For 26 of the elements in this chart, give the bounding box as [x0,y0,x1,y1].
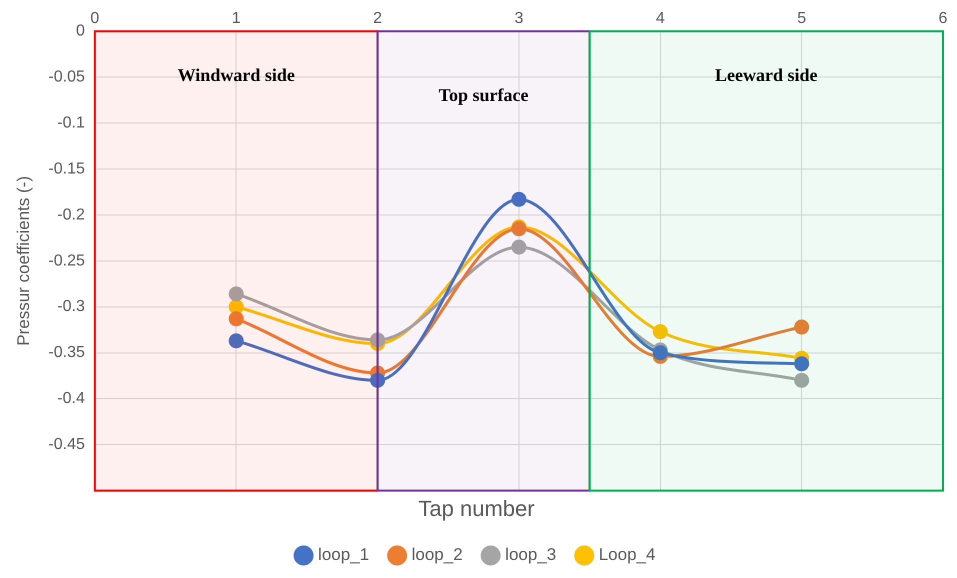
y-axis-title: Pressur coefficients (-) [14,176,33,346]
y-tick-label: -0.05 [48,68,85,86]
y-tick-label: -0.3 [57,298,85,316]
x-tick-label: 3 [514,10,524,28]
band-label: Leeward side [715,64,818,85]
y-tick-label: -0.2 [57,206,85,224]
x-axis-title: Tap number [418,496,535,521]
y-tick-label: -0.35 [48,344,85,362]
legend-label: loop_2 [412,545,463,564]
band-label: Windward side [178,64,295,85]
x-tick-label: 4 [656,10,665,28]
band-label: Top surface [438,84,529,105]
x-tick-label: 5 [797,10,806,28]
x-tick-label: 6 [938,10,948,28]
x-tick-label: 1 [232,10,241,28]
legend-label: loop_1 [318,545,370,564]
x-tick-label: 0 [90,10,100,28]
legend-label: loop_3 [505,545,556,564]
y-tick-label: -0.4 [57,390,85,408]
legend-label: Loop_4 [598,545,656,564]
x-tick-label: 2 [373,10,382,28]
y-tick-label: -0.15 [48,160,85,178]
y-tick-label: -0.25 [48,252,85,270]
y-tick-label: -0.45 [48,436,85,454]
y-tick-label: 0 [76,22,85,40]
y-tick-label: -0.1 [57,114,85,132]
